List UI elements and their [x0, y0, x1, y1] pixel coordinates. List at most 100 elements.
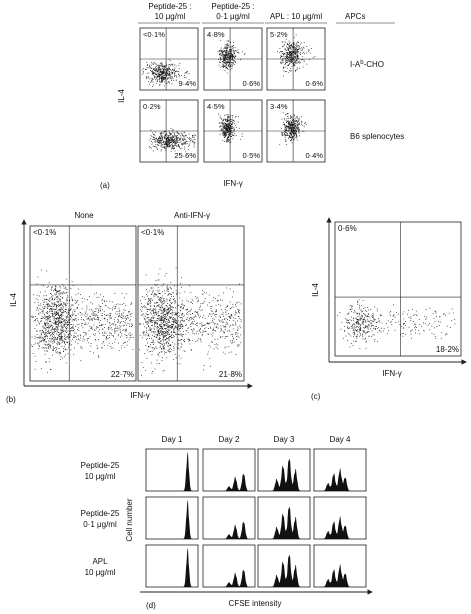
- dot: [126, 328, 127, 330]
- dot: [222, 129, 224, 131]
- dot: [198, 299, 199, 301]
- dot: [282, 53, 284, 55]
- dot: [41, 347, 43, 348]
- dot: [284, 134, 285, 136]
- dot: [295, 130, 297, 132]
- dot: [229, 60, 231, 61]
- dot: [151, 350, 153, 352]
- dot: [57, 324, 59, 326]
- dot: [50, 329, 52, 331]
- dot: [96, 292, 97, 294]
- dot: [62, 340, 63, 342]
- dot: [157, 76, 158, 78]
- dot: [285, 120, 287, 122]
- dot: [233, 291, 234, 292]
- dot: [157, 305, 159, 307]
- dot: [50, 325, 52, 327]
- dot: [115, 307, 116, 309]
- dot: [192, 317, 193, 319]
- dot: [62, 309, 64, 311]
- dot: [70, 330, 72, 332]
- dot: [176, 136, 177, 138]
- dot: [60, 304, 62, 305]
- dot: [163, 144, 165, 145]
- dot: [66, 300, 68, 302]
- dot: [181, 134, 183, 136]
- dot: [168, 70, 170, 72]
- dot: [52, 316, 54, 317]
- dot: [169, 313, 171, 314]
- dot: [292, 121, 294, 123]
- dot: [173, 80, 175, 81]
- dot: [158, 141, 160, 143]
- dot: [185, 151, 187, 153]
- dot: [148, 318, 150, 320]
- dot: [188, 339, 190, 341]
- dot: [71, 296, 72, 298]
- dot: [146, 61, 148, 63]
- dot: [289, 52, 291, 54]
- dot: [172, 291, 174, 293]
- dot: [190, 292, 192, 293]
- dot: [235, 116, 236, 118]
- dot: [58, 298, 60, 300]
- dot: [121, 344, 123, 346]
- dot: [46, 318, 48, 320]
- dot: [296, 132, 298, 134]
- dot: [197, 300, 199, 302]
- dot: [140, 323, 142, 325]
- dot-cloud: [141, 59, 190, 87]
- dot: [292, 50, 294, 52]
- dot: [150, 305, 152, 306]
- dot: [234, 318, 236, 320]
- dot: [296, 126, 298, 128]
- dot: [279, 144, 281, 146]
- dot: [149, 298, 151, 300]
- dot: [48, 330, 50, 332]
- dot: [158, 137, 160, 139]
- dot: [67, 336, 69, 338]
- dot: [152, 339, 154, 341]
- dot: [54, 299, 56, 300]
- dot: [164, 351, 166, 353]
- dot: [125, 305, 127, 307]
- dot: [61, 331, 63, 333]
- dot: [181, 343, 183, 345]
- dot: [69, 328, 71, 329]
- dot: [165, 142, 167, 144]
- dot: [57, 340, 58, 342]
- dot: [227, 124, 229, 125]
- dot: [126, 318, 127, 320]
- dot: [160, 343, 162, 344]
- dot: [287, 113, 289, 114]
- dot: [292, 126, 294, 128]
- dot: [175, 131, 177, 133]
- dot: [73, 310, 75, 312]
- dot: [233, 127, 234, 129]
- dot: [63, 304, 65, 305]
- dot: [162, 320, 164, 321]
- dot: [70, 327, 72, 329]
- dot: [232, 306, 234, 308]
- dot: [289, 41, 291, 43]
- dot: [160, 306, 162, 308]
- dot: [113, 323, 114, 325]
- dot: [152, 138, 154, 140]
- dot: [150, 342, 152, 343]
- dot: [75, 302, 77, 303]
- dot: [143, 70, 145, 72]
- dot: [162, 144, 163, 146]
- dot: [169, 138, 171, 140]
- dot: [231, 48, 233, 50]
- dot: [142, 314, 143, 316]
- dot: [231, 51, 233, 53]
- dot: [163, 66, 165, 68]
- dot: [42, 304, 44, 306]
- dot: [286, 43, 288, 45]
- dot: [157, 291, 159, 293]
- dot: [173, 349, 175, 351]
- dot: [155, 71, 157, 73]
- dot: [229, 308, 231, 310]
- dot: [44, 353, 46, 355]
- dot: [227, 68, 228, 69]
